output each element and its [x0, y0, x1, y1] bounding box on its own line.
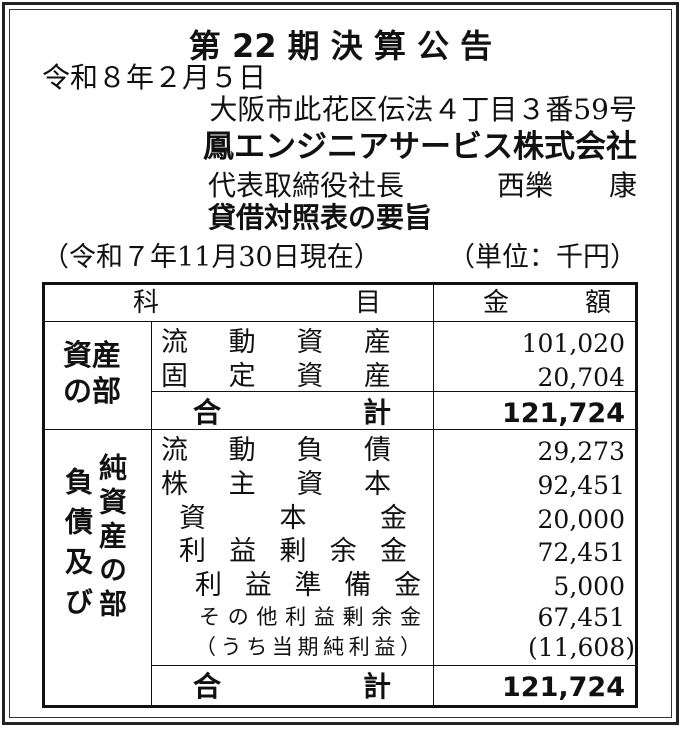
row-divider [45, 429, 635, 430]
header-item-right: 目 [355, 288, 382, 318]
assets-total-value: 121,724 [502, 398, 625, 429]
assets-total-right: 計 [363, 396, 392, 429]
notice-title: 第 22 期 決 算 公 告 [188, 27, 493, 65]
assets-section-label: 資産の部 [63, 338, 122, 408]
row-divider [151, 391, 635, 392]
liability-row-value: 92,451 [537, 471, 625, 500]
liability-row-value: 20,000 [537, 505, 625, 534]
liabilities-total-right: 計 [363, 670, 392, 703]
asset-row-value: 20,704 [537, 363, 625, 392]
header-item-left: 科 [133, 288, 160, 318]
asset-row-value: 101,020 [521, 329, 625, 358]
liability-row-value: 67,451 [537, 603, 625, 632]
inner-border [9, 9, 672, 718]
balance-sheet-heading: 貸借対照表の要旨 [208, 201, 433, 234]
liability-row-value: 72,451 [537, 538, 625, 567]
company-address: 大阪市此花区伝法４丁目３番59号 [209, 93, 637, 126]
liabilities-total-left: 合 [193, 670, 222, 703]
balance-sheet-table: 科 目 金 額 資産の部 流動資産 101,020 固定資産 20,704 合 … [42, 282, 638, 708]
liability-row-label: 流動負債 [161, 435, 391, 466]
as-of-date: （令和７年11月30日現在） [42, 242, 381, 273]
liability-row-label: 株主資本 [161, 469, 391, 500]
liability-row-label: 資本金 [179, 503, 407, 534]
liability-row-label: 利益準備金 [195, 570, 421, 601]
unit-label: （単位：千円） [448, 242, 637, 273]
asset-row-label: 固定資産 [161, 361, 391, 392]
asset-row-label: 流動資産 [161, 327, 391, 358]
column-divider [433, 285, 434, 705]
liability-row-label: 利益剰余金 [179, 536, 407, 567]
representative-name: 西樂 康 [496, 169, 637, 202]
header-amount-left: 金 [483, 288, 510, 318]
liability-row-value: (11,608) [528, 633, 635, 662]
liabilities-section-label-left: 負債及び [61, 467, 94, 627]
liabilities-section-label-right: 純資産の部 [95, 453, 128, 623]
row-divider [151, 665, 635, 666]
column-divider [151, 321, 152, 705]
representative-title: 代表取締役社長 [208, 169, 405, 202]
liabilities-total-value: 121,724 [502, 672, 625, 703]
liability-row-label: （うち当期純利益） [195, 635, 421, 659]
liability-row-value: 5,000 [553, 572, 625, 601]
header-amount-right: 額 [585, 288, 612, 318]
liability-row-value: 29,273 [537, 437, 625, 466]
notice-date: 令和８年２月５日 [42, 61, 267, 94]
liability-row-label: その他利益剰余金 [199, 605, 421, 629]
company-name: 鳳エンジニアサービス株式会社 [203, 129, 637, 165]
assets-total-left: 合 [193, 396, 222, 429]
row-divider [45, 321, 635, 322]
